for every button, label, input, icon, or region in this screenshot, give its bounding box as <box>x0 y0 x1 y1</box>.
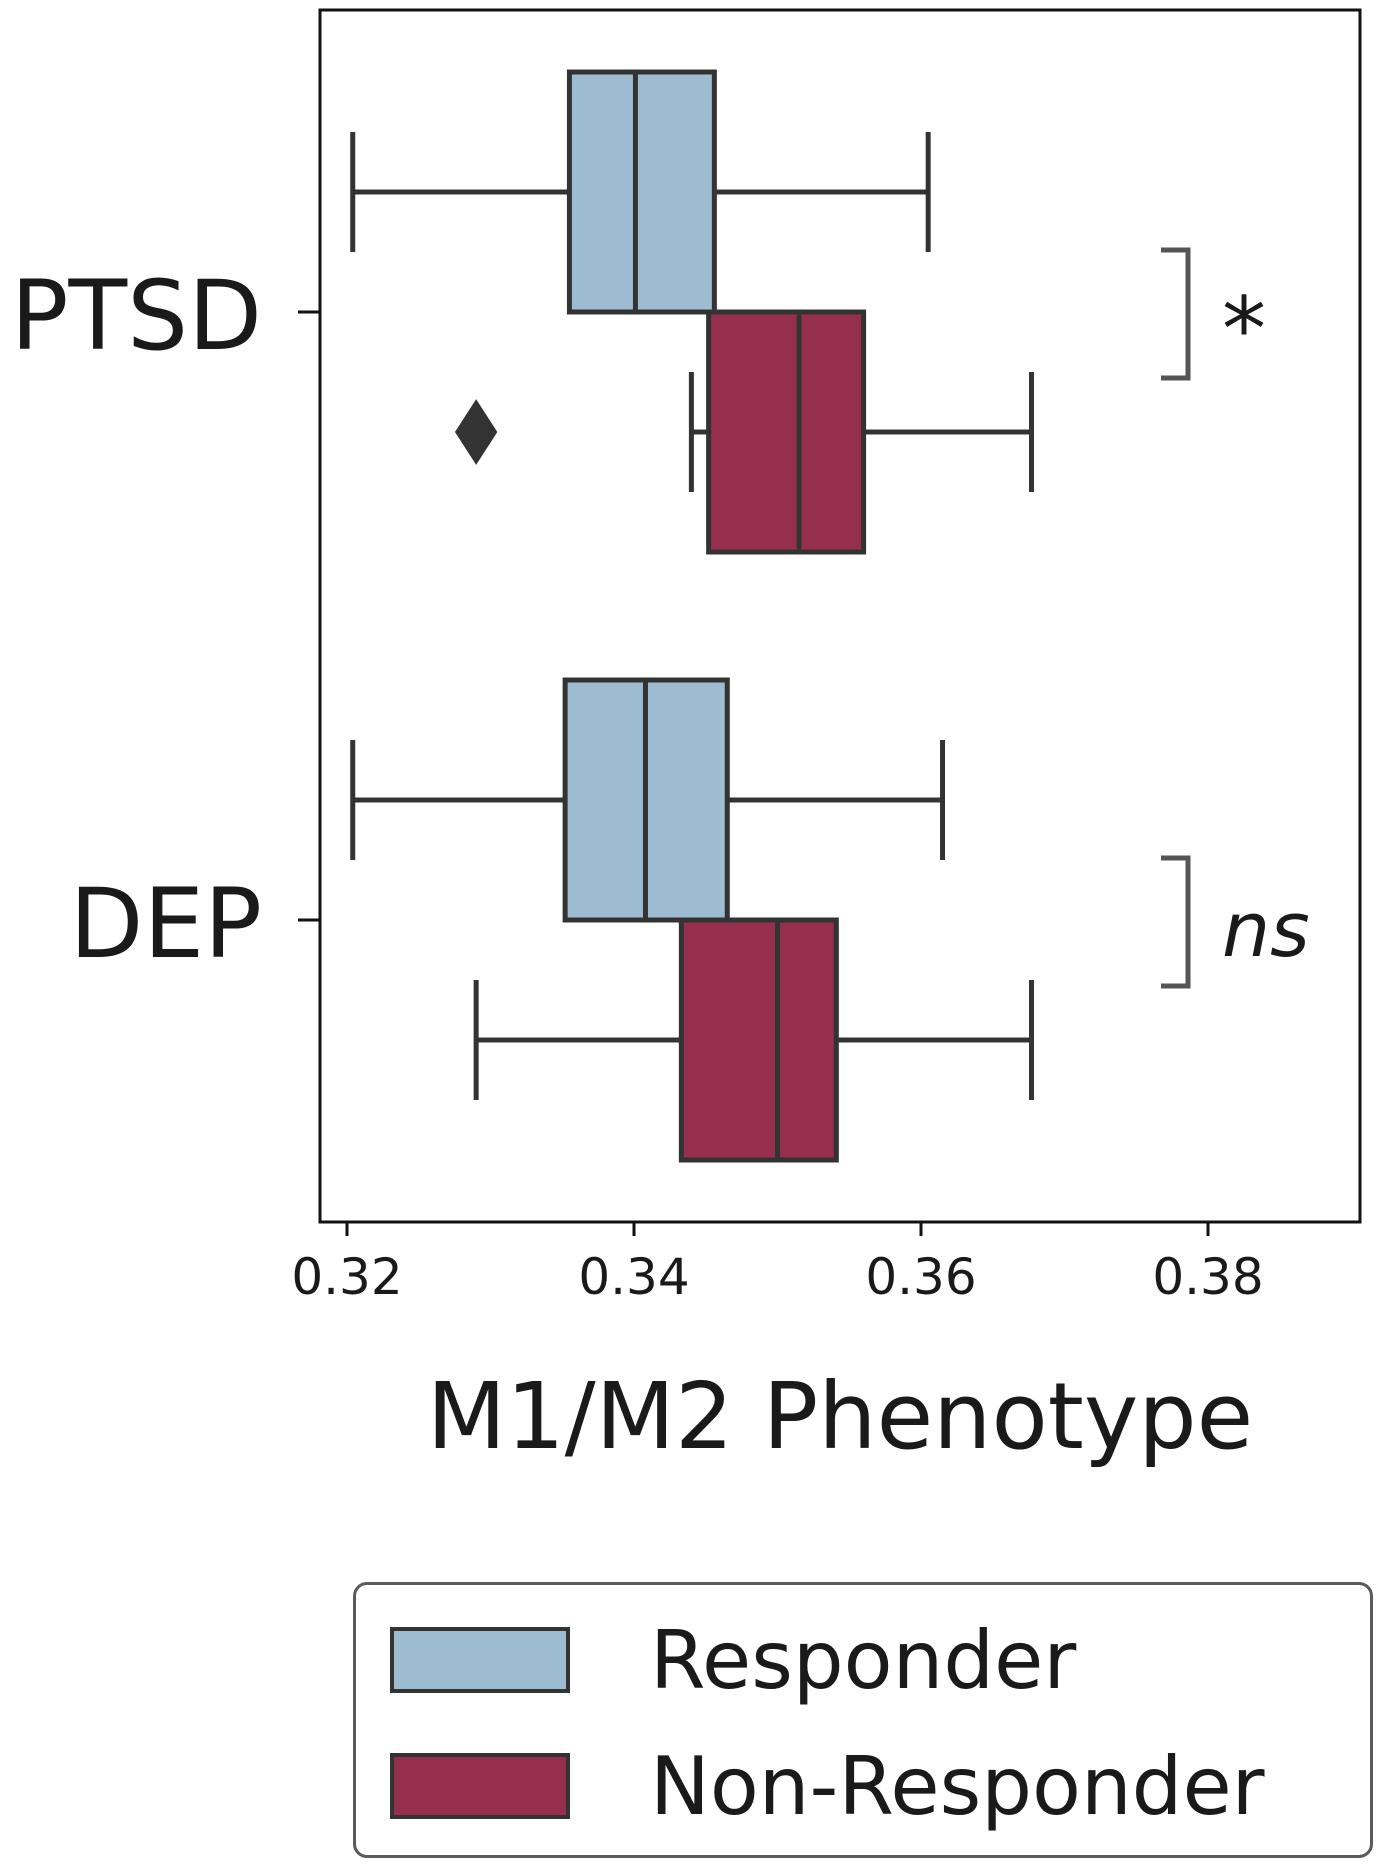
legend: Responder Non-Responder <box>353 1582 1373 1858</box>
x-tick-label-2: 0.36 <box>865 1248 976 1306</box>
significance-bracket-ptsd <box>1161 247 1191 381</box>
x-tick-label-3: 0.38 <box>1152 1248 1263 1306</box>
legend-label-non-responder: Non-Responder <box>650 1739 1265 1833</box>
significance-bracket-dep <box>1161 855 1191 989</box>
legend-item-responder: Responder <box>390 1614 1076 1707</box>
plot-frame <box>318 8 1362 1224</box>
legend-label-responder: Responder <box>650 1613 1077 1707</box>
significance-label-dep: ns <box>1222 885 1310 974</box>
legend-item-non-responder: Non-Responder <box>390 1740 1265 1833</box>
x-tick-label-0: 0.32 <box>291 1248 402 1306</box>
y-tick-label-dep: DEP <box>70 868 262 980</box>
legend-swatch-responder <box>390 1627 570 1693</box>
legend-swatch-non-responder <box>390 1753 570 1819</box>
x-axis-label: M1/M2 Phenotype <box>427 1363 1254 1470</box>
x-tick-label-1: 0.34 <box>578 1248 689 1306</box>
box-dep-non-responder <box>678 917 839 1163</box>
outlier-ptsd-non-responder-0 <box>454 399 498 465</box>
box-ptsd-non-responder <box>706 309 867 555</box>
y-tick-label-ptsd: PTSD <box>11 260 262 372</box>
box-ptsd-responder <box>566 69 717 315</box>
plot-layer: 0.32 0.34 0.36 0.38 M1/M2 Phenotype PTSD DEP * n… <box>11 8 1362 1470</box>
significance-label-ptsd: * <box>1222 278 1266 381</box>
